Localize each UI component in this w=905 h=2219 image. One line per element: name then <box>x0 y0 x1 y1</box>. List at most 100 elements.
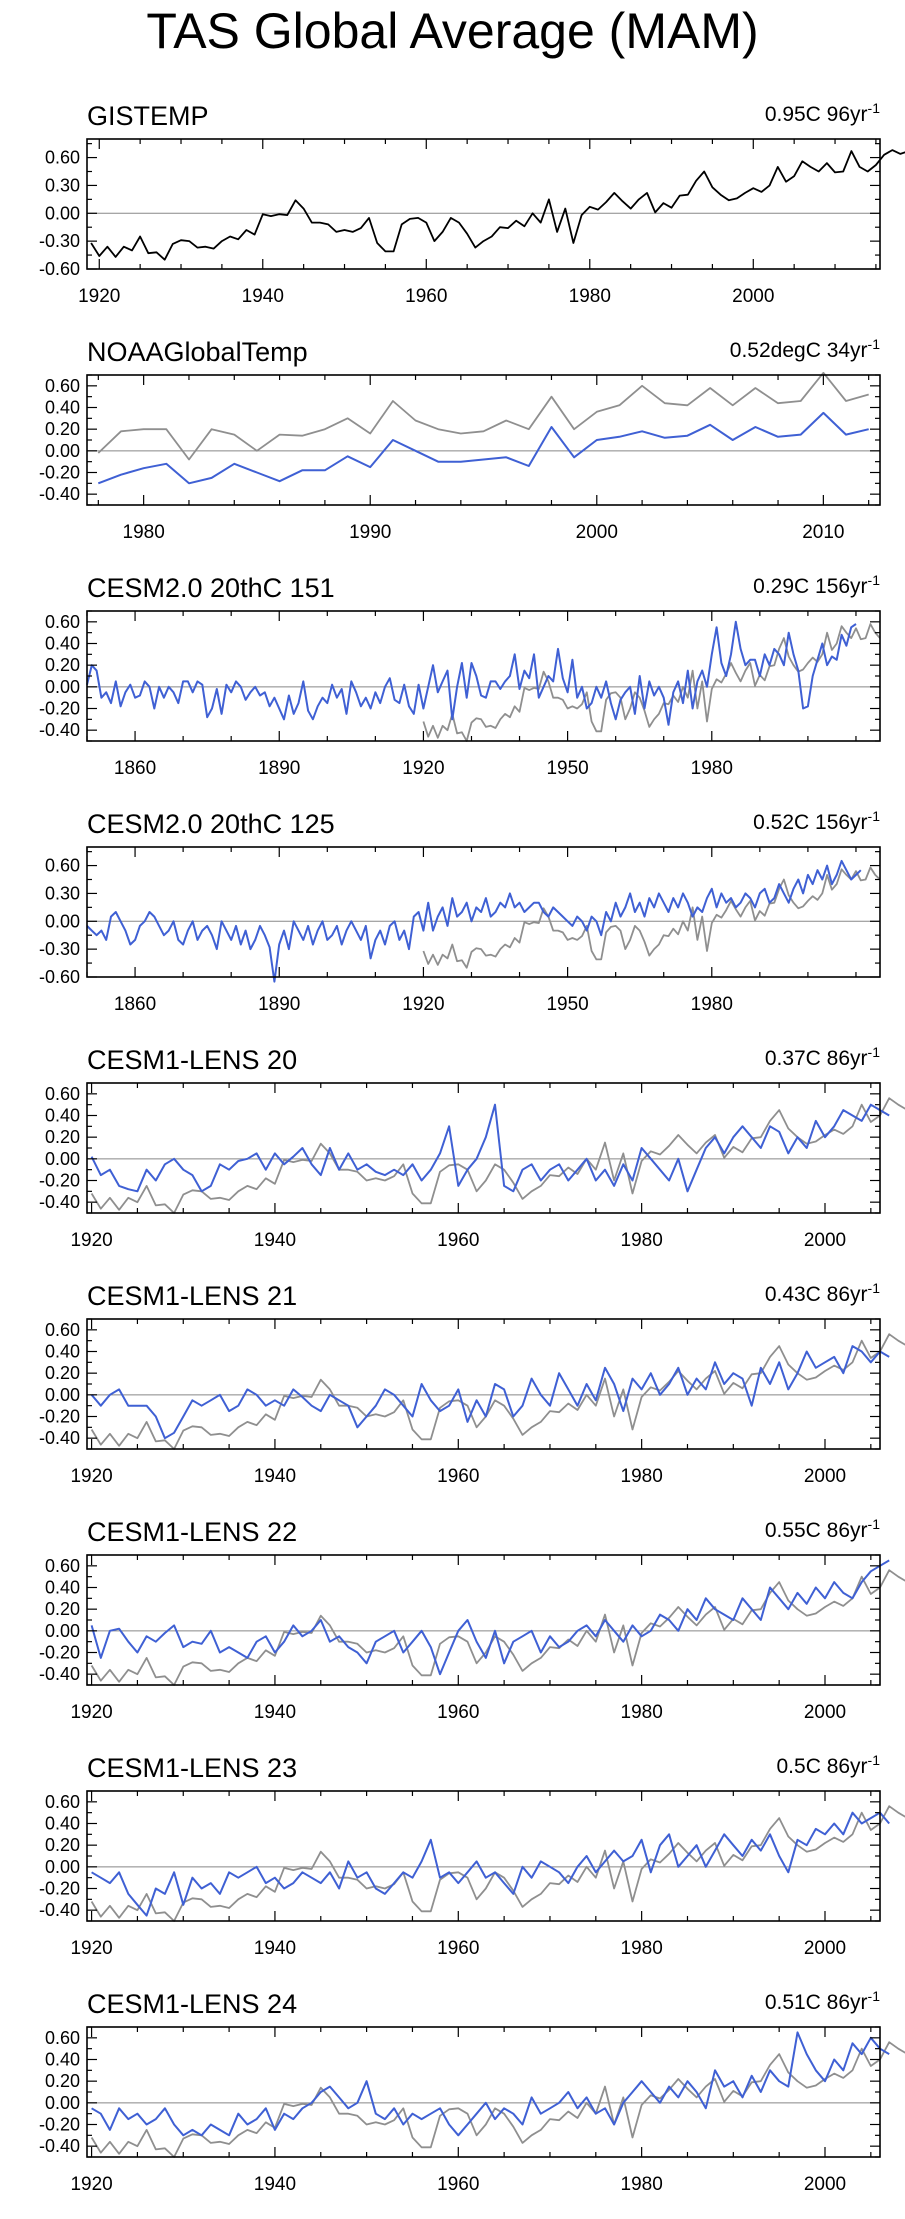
chart-panel-2: NOAAGlobalTemp 0.52degC 34yr-1 1980 1990 200… <box>39 336 881 543</box>
x-tick-label: 2000 <box>804 1938 846 1959</box>
panel-title: CESM2.0 20thC 125 <box>87 809 335 839</box>
y-tick-label: -0.20 <box>39 1407 80 1427</box>
y-tick-label: 0.00 <box>45 911 80 931</box>
y-tick-label: -0.20 <box>39 1171 80 1191</box>
y-tick-label: -0.20 <box>39 1879 80 1899</box>
y-tick-label: 0.20 <box>45 655 80 675</box>
y-tick-label: -0.40 <box>39 484 80 504</box>
x-tick-label: 1920 <box>70 1702 112 1723</box>
trend-exponent: -1 <box>868 1752 881 1768</box>
series-line-model <box>86 859 862 983</box>
y-tick-label: 0.00 <box>45 1149 80 1169</box>
x-tick-label: 1940 <box>254 1702 296 1723</box>
x-tick-label: 1980 <box>569 286 611 307</box>
x-tick-label: 1980 <box>123 522 165 543</box>
trend-exponent: -1 <box>868 1044 881 1060</box>
panel-title: CESM1-LENS 23 <box>87 1753 297 1783</box>
y-tick-label: 0.00 <box>45 1621 80 1641</box>
y-tick-label: -0.40 <box>39 2136 80 2156</box>
x-tick-label: 1860 <box>114 994 156 1015</box>
trend-exponent: -1 <box>868 1280 881 1296</box>
series-line-model <box>90 1559 890 1676</box>
x-tick-label: 1940 <box>242 286 284 307</box>
x-tick-label: 1990 <box>349 522 391 543</box>
panel-title: GISTEMP <box>87 101 209 131</box>
y-tick-label: 0.40 <box>45 1106 80 1126</box>
y-tick-label: -0.40 <box>39 1192 80 1212</box>
panel-title: CESM1-LENS 22 <box>87 1517 297 1547</box>
x-tick-label: 2010 <box>802 522 844 543</box>
y-tick-label: 0.20 <box>45 419 80 439</box>
y-tick-label: 0.60 <box>45 2028 80 2048</box>
panel-title: CESM1-LENS 21 <box>87 1281 297 1311</box>
y-tick-label: 0.60 <box>45 612 80 632</box>
y-tick-label: -0.40 <box>39 1900 80 1920</box>
chart-panel-9: CESM1-LENS 24 0.51C 86yr-1 1920 1940 1960 198… <box>39 1988 905 2195</box>
trend-exponent: -1 <box>868 572 881 588</box>
y-tick-label: 0.60 <box>45 1084 80 1104</box>
y-tick-label: 0.60 <box>45 148 80 168</box>
y-tick-label: 0.20 <box>45 1599 80 1619</box>
y-tick-label: -0.60 <box>39 259 80 279</box>
x-tick-label: 1980 <box>621 2174 663 2195</box>
trend-exponent: -1 <box>868 336 881 352</box>
x-tick-label: 1860 <box>114 758 156 779</box>
series-line-obs <box>90 1569 905 1686</box>
trend-label: 0.55C 86yr-1 <box>765 1516 880 1542</box>
chart-panel-7: CESM1-LENS 22 0.55C 86yr-1 1920 1940 1960 198… <box>39 1516 905 1723</box>
x-tick-label: 1980 <box>691 994 733 1015</box>
y-tick-label: 0.60 <box>45 1556 80 1576</box>
plot-frame <box>86 138 881 270</box>
figure-title: TAS Global Average (MAM) <box>146 3 759 59</box>
y-tick-label: 0.30 <box>45 175 80 195</box>
x-tick-label: 1940 <box>254 2174 296 2195</box>
y-tick-label: -0.60 <box>39 967 80 987</box>
y-tick-label: 0.20 <box>45 1835 80 1855</box>
x-tick-label: 1920 <box>70 1466 112 1487</box>
x-tick-label: 1920 <box>70 1938 112 1959</box>
trend-label: 0.95C 96yr-1 <box>765 100 880 126</box>
x-tick-label: 1980 <box>621 1230 663 1251</box>
y-tick-label: -0.30 <box>39 231 80 251</box>
x-tick-label: 2000 <box>804 1702 846 1723</box>
trend-exponent: -1 <box>868 1988 881 2004</box>
x-tick-label: 2000 <box>804 1466 846 1487</box>
trend-label: 0.51C 86yr-1 <box>765 1988 880 2014</box>
x-tick-label: 1940 <box>254 1466 296 1487</box>
x-tick-label: 1920 <box>402 994 444 1015</box>
y-tick-label: 0.40 <box>45 634 80 654</box>
trend-label: 0.52degC 34yr-1 <box>730 336 880 362</box>
series-line-model <box>91 2031 890 2137</box>
trend-exponent: -1 <box>868 100 881 116</box>
y-tick-label: -0.20 <box>39 699 80 719</box>
panel-title: CESM2.0 20thC 151 <box>87 573 335 603</box>
y-tick-label: 0.40 <box>45 2050 80 2070</box>
y-tick-label: 0.60 <box>45 1792 80 1812</box>
y-tick-label: -0.40 <box>39 1664 80 1684</box>
y-tick-label: 0.20 <box>45 1127 80 1147</box>
x-tick-label: 2000 <box>804 2174 846 2195</box>
x-tick-label: 1950 <box>546 994 588 1015</box>
x-tick-label: 1980 <box>691 758 733 779</box>
y-tick-label: 0.30 <box>45 883 80 903</box>
trend-exponent: -1 <box>868 1516 881 1532</box>
series-line-obs <box>422 866 881 969</box>
y-tick-label: 0.40 <box>45 1814 80 1834</box>
x-tick-label: 1960 <box>437 1938 479 1959</box>
y-tick-label: 0.40 <box>45 1578 80 1598</box>
plot-frame <box>86 374 881 506</box>
chart-panel-1: GISTEMP 0.95C 96yr-1 1920 1940 1960 1980 2000 -… <box>39 100 905 307</box>
y-tick-label: -0.40 <box>39 720 80 740</box>
x-tick-label: 1980 <box>621 1466 663 1487</box>
trend-label: 0.5C 86yr-1 <box>777 1752 881 1778</box>
x-tick-label: 1890 <box>258 994 300 1015</box>
y-tick-label: 0.00 <box>45 441 80 461</box>
x-tick-label: 2000 <box>804 1230 846 1251</box>
series-line-obs <box>90 2041 905 2158</box>
chart-panel-8: CESM1-LENS 23 0.5C 86yr-1 1920 1940 1960 1980… <box>39 1752 905 1959</box>
x-tick-label: 1940 <box>254 1938 296 1959</box>
y-tick-label: 0.00 <box>45 2093 80 2113</box>
trend-exponent: -1 <box>868 808 881 824</box>
y-tick-label: -0.30 <box>39 939 80 959</box>
trend-label: 0.29C 156yr-1 <box>753 572 880 598</box>
